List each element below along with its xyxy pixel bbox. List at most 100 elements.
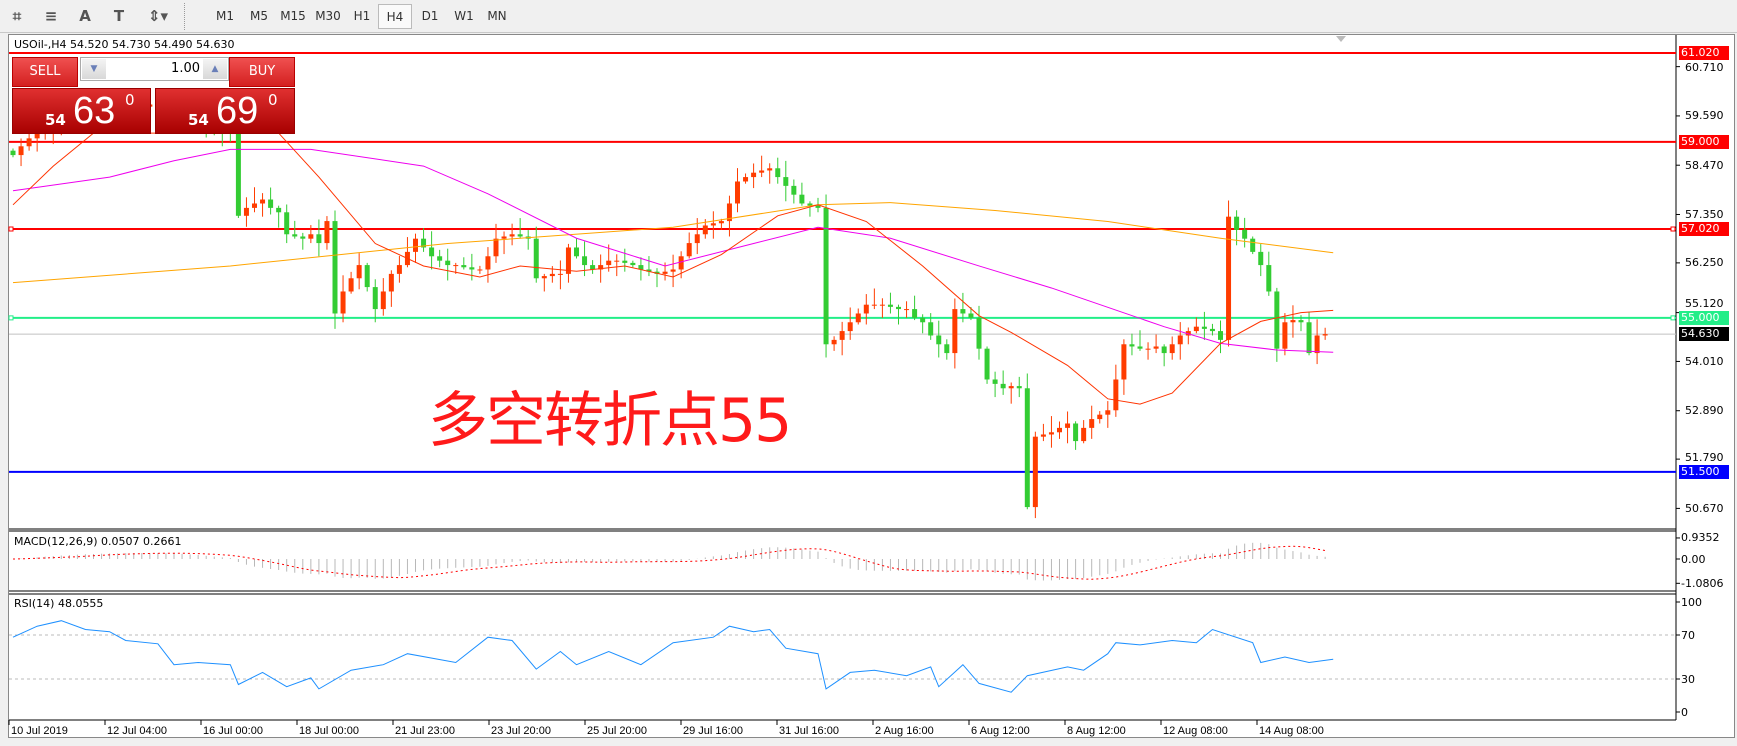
candle-body xyxy=(590,265,596,270)
candle-body xyxy=(622,260,628,263)
horizontal-line-price-tag: 57.020 xyxy=(1679,222,1729,236)
candle-body xyxy=(1105,410,1111,415)
horizontal-line-price-tag: 59.000 xyxy=(1679,134,1729,149)
text-icon[interactable]: A xyxy=(79,7,91,25)
candle-body xyxy=(300,236,306,239)
candle-body xyxy=(904,309,910,311)
timeframe-m5[interactable]: M5 xyxy=(250,9,268,23)
candle-body xyxy=(1024,388,1030,508)
arrows-icon[interactable]: ⇕▾ xyxy=(147,7,169,25)
macd-tick-label: 0.9352 xyxy=(1681,531,1720,545)
candle-body xyxy=(1040,434,1046,437)
line-anchor-handle xyxy=(8,315,14,321)
candle-body xyxy=(1065,423,1071,428)
candle-body xyxy=(767,168,773,171)
candle-body xyxy=(445,260,451,266)
timeframe-w1[interactable]: W1 xyxy=(454,9,474,23)
candle-body xyxy=(606,260,612,266)
candle-body xyxy=(1274,291,1280,349)
candle-body xyxy=(726,203,732,222)
candle-body xyxy=(1145,348,1151,350)
candle-body xyxy=(823,207,829,345)
candle-body xyxy=(743,177,749,182)
candle-body xyxy=(388,273,394,292)
candle-body xyxy=(1234,216,1240,230)
buy-button[interactable]: BUY xyxy=(229,57,295,87)
timeframe-d1[interactable]: D1 xyxy=(421,9,439,23)
candle-body xyxy=(1177,335,1183,345)
candle-body xyxy=(372,287,378,310)
candle-body xyxy=(574,247,579,257)
candle-body xyxy=(252,203,257,208)
rsi-tick-label: 30 xyxy=(1681,672,1695,686)
candle-body xyxy=(944,344,950,354)
buy-price-fraction: 0 xyxy=(268,91,278,109)
candle-body xyxy=(1008,386,1014,389)
text-label-icon[interactable]: T xyxy=(113,7,125,25)
candle-body xyxy=(735,181,740,204)
toolbar-separator xyxy=(184,3,186,30)
horizontal-line-price-tag: 61.020 xyxy=(1679,46,1729,60)
time-tick-label: 16 Jul 00:00 xyxy=(203,725,263,737)
candle-body xyxy=(34,133,40,139)
candle-body xyxy=(324,221,330,244)
candle-body xyxy=(1073,423,1079,442)
candle-body xyxy=(509,234,515,237)
rsi-tick-label: 0 xyxy=(1681,705,1688,719)
candle-body xyxy=(18,146,24,156)
candle-body xyxy=(1209,328,1215,332)
lots-value[interactable]: 1.00 xyxy=(171,61,200,76)
candle-body xyxy=(670,269,676,272)
candle-body xyxy=(1314,335,1320,354)
annotation-text: 多空转折点55 xyxy=(428,386,792,456)
timeframe-m1[interactable]: M1 xyxy=(216,9,234,23)
buy-price[interactable]: 54 69 0 xyxy=(155,88,295,134)
candle-body xyxy=(356,265,362,279)
line-anchor-handle xyxy=(1670,315,1676,321)
candle-body xyxy=(1193,326,1199,332)
candle-body xyxy=(1290,320,1296,323)
sell-button[interactable]: SELL xyxy=(12,57,78,87)
candle-body xyxy=(1322,334,1328,336)
candle-body xyxy=(751,172,757,178)
timeframe-m30[interactable]: M30 xyxy=(315,9,341,23)
timeframe-h1[interactable]: H1 xyxy=(353,9,371,23)
candle-body xyxy=(1097,414,1103,420)
lots-input[interactable]: ▼ 1.00 ▲ xyxy=(80,57,229,81)
candle-body xyxy=(936,335,942,345)
timeframe-m15[interactable]: M15 xyxy=(280,9,306,23)
horizontal-lines-icon[interactable]: ≡ xyxy=(44,7,58,25)
sell-price[interactable]: 54 63 0 xyxy=(12,88,151,134)
candle-body xyxy=(678,256,684,270)
lots-increase-button[interactable]: ▲ xyxy=(203,59,227,79)
candle-body xyxy=(759,170,765,173)
candle-body xyxy=(1218,331,1223,340)
price-tick-label: 50.670 xyxy=(1685,501,1724,515)
candle-body xyxy=(952,309,958,354)
candle-body xyxy=(799,194,805,204)
price-tick-label: 57.350 xyxy=(1685,207,1724,221)
sell-price-fraction: 0 xyxy=(125,91,135,109)
candle-body xyxy=(1153,346,1159,349)
candle-body xyxy=(340,291,346,314)
candle-body xyxy=(276,207,282,213)
candle-body xyxy=(920,317,926,323)
timeframe-mn[interactable]: MN xyxy=(487,9,507,23)
moving-average-mid xyxy=(12,148,1334,353)
candle-body xyxy=(847,322,853,332)
candle-body xyxy=(839,331,845,340)
candle-body xyxy=(702,225,708,235)
candle-body xyxy=(1161,346,1167,354)
time-tick-label: 21 Jul 23:00 xyxy=(395,725,455,737)
candle-body xyxy=(1298,320,1304,323)
chart-grid-icon[interactable]: ⌗ xyxy=(12,7,22,25)
time-tick-label: 8 Aug 12:00 xyxy=(1067,725,1126,737)
candle-body xyxy=(533,238,539,279)
candle-body xyxy=(968,313,974,318)
candle-body xyxy=(582,256,588,266)
chart-title: USOil-,H4 54.520 54.730 54.490 54.630 xyxy=(14,38,235,51)
macd-tick-label: 0.00 xyxy=(1681,552,1706,566)
timeframe-h4[interactable]: H4 xyxy=(378,4,412,29)
lots-decrease-button[interactable]: ▼ xyxy=(82,59,106,79)
